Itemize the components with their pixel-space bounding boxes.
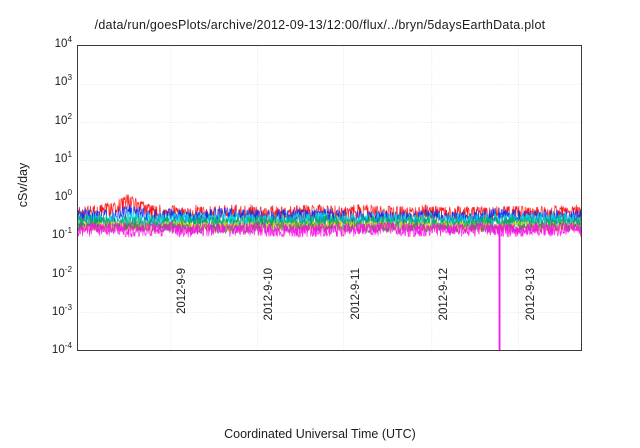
y-axis-tick-4: 104 [54,35,72,50]
x-axis-tick-2012-9-13: 2012-9-13 [524,268,537,321]
y-axis-tick--1: 10-1 [51,226,72,242]
x-axis-tick-2012-9-10: 2012-9-10 [262,268,275,321]
y-axis-tick--2: 10-2 [51,264,72,280]
y-axis-tick-labels: 10-4 10-3 10-2 10-1 100 101 102 103 104 [18,0,72,448]
page-title: /data/run/goesPlots/archive/2012-09-13/1… [94,18,546,32]
y-axis-tick-2: 102 [54,111,72,127]
chart-plot-canvas [78,46,581,350]
x-axis-tick-2012-9-11: 2012-9-11 [349,268,362,320]
y-axis-tick--3: 10-3 [51,302,72,318]
plot-area [77,45,582,351]
y-axis-tick-1: 101 [54,149,72,165]
y-axis-label: cSv/day [16,162,30,208]
y-axis-tick-0: 100 [54,188,72,203]
x-axis-tick-2012-9-9: 2012-9-9 [175,268,188,315]
x-axis-label: Coordinated Universal Time (UTC) [224,427,416,441]
x-axis-tick-2012-9-12: 2012-9-12 [438,268,450,321]
y-axis-tick-3: 103 [54,73,72,89]
y-axis-tick--4: 10-4 [51,341,72,356]
